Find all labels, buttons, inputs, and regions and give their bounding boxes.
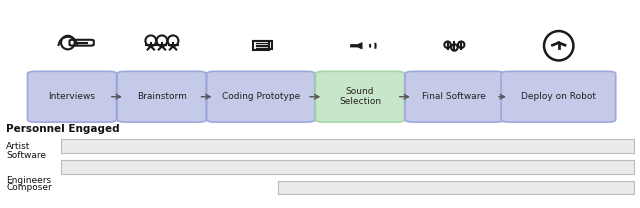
- Text: Engineers: Engineers: [6, 176, 52, 185]
- Text: Composer: Composer: [6, 183, 52, 192]
- FancyBboxPatch shape: [501, 71, 616, 122]
- Text: Sound
Selection: Sound Selection: [339, 87, 381, 106]
- Text: Coding Prototype: Coding Prototype: [221, 92, 300, 101]
- Text: Brainstorm: Brainstorm: [137, 92, 186, 101]
- FancyBboxPatch shape: [256, 41, 272, 49]
- FancyBboxPatch shape: [253, 41, 269, 50]
- Text: Artist: Artist: [6, 142, 31, 151]
- Text: Deploy on Robot: Deploy on Robot: [521, 92, 596, 101]
- Text: Final Software: Final Software: [422, 92, 486, 101]
- FancyBboxPatch shape: [278, 181, 634, 194]
- FancyBboxPatch shape: [316, 71, 404, 122]
- Text: Personnel Engaged: Personnel Engaged: [6, 124, 120, 134]
- Text: Software: Software: [6, 151, 46, 160]
- FancyBboxPatch shape: [61, 160, 634, 174]
- FancyBboxPatch shape: [117, 71, 206, 122]
- Polygon shape: [351, 43, 362, 49]
- FancyBboxPatch shape: [207, 71, 315, 122]
- Text: Interviews: Interviews: [49, 92, 95, 101]
- FancyBboxPatch shape: [405, 71, 504, 122]
- FancyBboxPatch shape: [28, 71, 116, 122]
- FancyBboxPatch shape: [61, 139, 634, 153]
